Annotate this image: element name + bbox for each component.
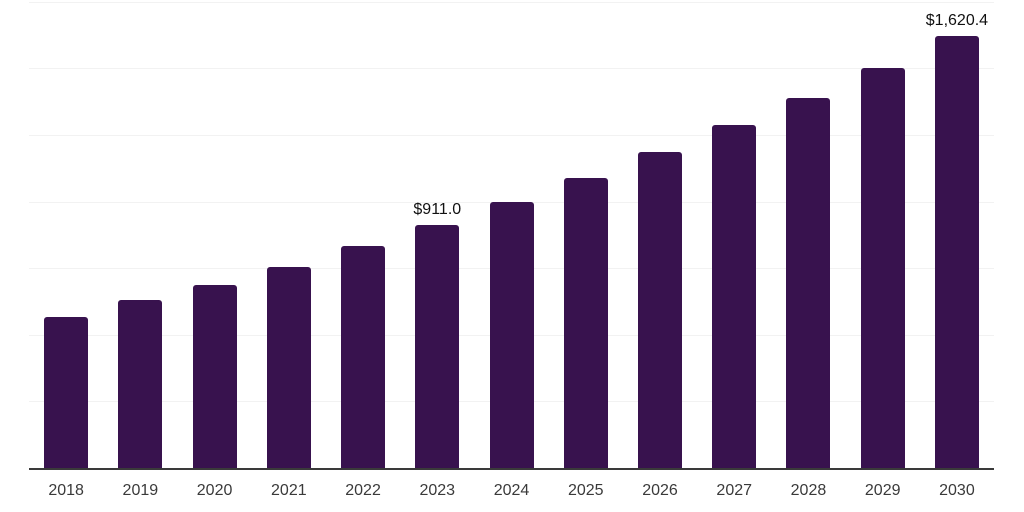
- bar-2022: [341, 246, 386, 468]
- bar-2023: [415, 225, 460, 468]
- bar-2019: [118, 299, 163, 468]
- bar-2021: [266, 266, 311, 468]
- bar-2028: [786, 97, 831, 468]
- bar-slot-2020: [177, 0, 251, 468]
- bar-2029: [860, 67, 905, 468]
- x-tick-2027: 2027: [716, 482, 753, 499]
- x-tick-2020: 2020: [196, 482, 233, 499]
- x-tick-2028: 2028: [790, 482, 827, 499]
- bar-slot-2030: $1,620.4: [920, 0, 994, 468]
- x-tick-2022: 2022: [345, 482, 381, 499]
- bar-2024: [489, 202, 534, 468]
- bar-slot-2024: [474, 0, 548, 468]
- x-tick-2025: 2025: [567, 482, 604, 499]
- bar-slot-2028: [771, 0, 845, 468]
- bar-value-label-2023: $911.0: [413, 201, 462, 219]
- x-tick-2023: 2023: [419, 482, 456, 499]
- bar-slot-2029: [846, 0, 920, 468]
- bar-slot-2025: [549, 0, 623, 468]
- bar-2027: [712, 125, 757, 468]
- x-tick-2030: 2030: [939, 482, 975, 499]
- gridline-1500: [29, 68, 994, 70]
- bar-slot-2023: $911.0: [400, 0, 474, 468]
- x-tick-2019: 2019: [122, 482, 159, 499]
- bar-2020: [192, 285, 237, 468]
- bars-row: $911.0 $1,620.4: [29, 0, 994, 468]
- x-tick-2024: 2024: [493, 482, 530, 499]
- gridline-1750: [29, 1, 994, 3]
- x-tick-2021: 2021: [271, 482, 307, 499]
- x-tick-2018: 2018: [48, 482, 84, 499]
- bar-2025: [563, 178, 608, 468]
- bar-slot-2019: [103, 0, 177, 468]
- bar-2018: [44, 316, 89, 468]
- x-tick-2026: 2026: [642, 482, 678, 499]
- bar-2030: [934, 36, 979, 468]
- bar-slot-2018: [29, 0, 103, 468]
- bar-slot-2026: [623, 0, 697, 468]
- bar-value-label-2030: $1,620.4: [925, 12, 989, 30]
- bar-2026: [637, 152, 682, 468]
- x-axis-labels: 2018 2019 2020 2021 2022 2023 2024 2025 2026 2027…: [29, 470, 994, 512]
- bar-slot-2027: [697, 0, 771, 468]
- x-tick-2029: 2029: [864, 482, 901, 499]
- plot-area: $911.0 $1,620.4: [29, 0, 994, 470]
- gridline-1250: [29, 134, 994, 136]
- bar-slot-2022: [326, 0, 400, 468]
- bar-slot-2021: [252, 0, 326, 468]
